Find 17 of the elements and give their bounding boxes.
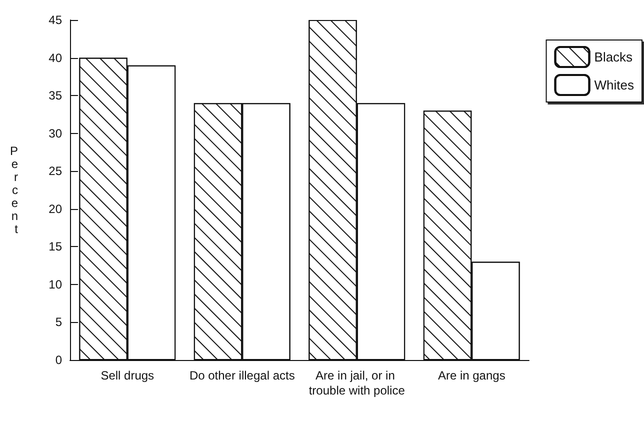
- y-tick-label: 15: [48, 240, 62, 254]
- legend-label: Whites: [594, 78, 634, 92]
- y-axis-title: Percent: [10, 144, 19, 236]
- y-tick-label: 20: [48, 202, 62, 216]
- x-tick-label: Sell drugs: [100, 368, 154, 382]
- legend-label: Blacks: [594, 50, 634, 64]
- y-tick-label: 40: [48, 50, 62, 65]
- y-tick-label: 25: [48, 164, 62, 178]
- x-tick-label: Are in gangs: [438, 368, 506, 382]
- y-tick-label: 0: [55, 353, 62, 367]
- y-tick-label: 30: [48, 126, 62, 140]
- y-tick-label: 35: [48, 88, 62, 103]
- y-tick-label: 45: [48, 13, 62, 27]
- y-tick-label: 5: [55, 315, 62, 330]
- x-tick-label: Are in jail, or in trouble with police: [308, 368, 406, 398]
- x-tick-label: Do other illegal acts: [189, 368, 295, 382]
- y-tick-label: 10: [48, 277, 62, 292]
